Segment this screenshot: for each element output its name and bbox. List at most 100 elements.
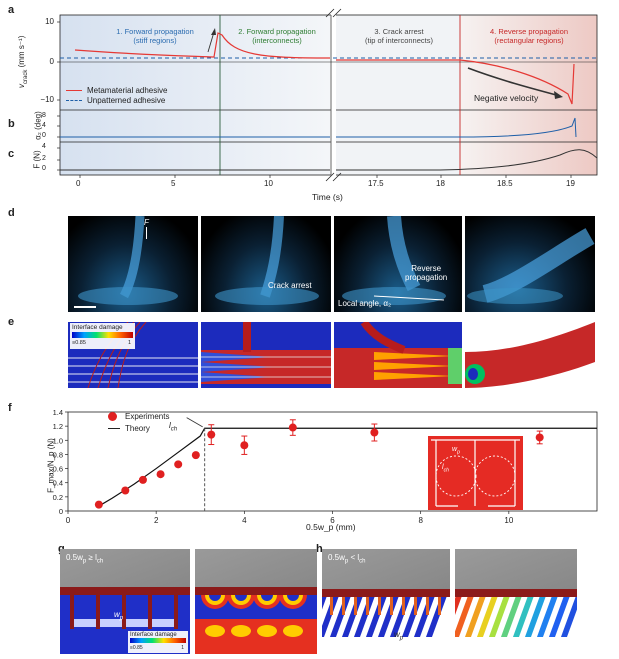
sim-h-2 (455, 549, 577, 654)
xtick-10: 10 (264, 179, 273, 188)
sim-g-1: 0.5wp ≥ lch wp Interface damage ≡0.85 1 (60, 549, 190, 654)
panel-f-chart: 0 2 4 6 8 10 0 0.2 0.4 0.6 0.8 1.0 1.2 1.4 (53, 408, 598, 525)
background-middle (336, 15, 460, 175)
colorbar-g: Interface damage ≡0.85 1 (128, 631, 188, 653)
ytick-b-8: 8 (42, 112, 46, 119)
panel-a-legend: Metamaterial adhesive Unpatterned adhesi… (66, 86, 167, 106)
experiment-point (174, 460, 183, 469)
panel-label-b: b (8, 118, 15, 130)
time-axis-label: Time (s) (312, 192, 343, 202)
region-1-label: 1. Forward propagation (stiff regions) (95, 27, 215, 45)
experiment-point (240, 441, 249, 450)
ytick-b-0: 0 (42, 132, 46, 139)
metamaterial-curve-forward (74, 32, 331, 59)
wp-h-main: w (394, 630, 400, 639)
xtick-label: 6 (330, 516, 335, 525)
region-1-num: 1. (116, 27, 123, 36)
cond-g-mid: ≥ l (86, 553, 97, 562)
panel-label-f: f (8, 402, 12, 414)
xtick-label: 2 (154, 516, 159, 525)
ytick-label: 1.2 (53, 422, 63, 431)
ylabel-unit: (mm s⁻¹) (17, 35, 27, 68)
ytick-label: 0.2 (53, 493, 63, 502)
inset-wp-sub: p (457, 449, 460, 456)
sim-g-2 (195, 549, 317, 654)
panel-label-a: a (8, 4, 15, 16)
lch-l: l (169, 421, 171, 430)
ytick-label: 0 (59, 507, 63, 516)
inset-geometry: wp lch (428, 436, 523, 510)
legend-theory: Theory (108, 423, 169, 435)
lch-label: lch (169, 421, 177, 433)
lch-pointer (186, 417, 203, 428)
metamaterial-curve-reverse (336, 59, 575, 105)
xtick-18: 18 (436, 179, 445, 188)
wp-g: wp (114, 610, 123, 622)
crack-arrest-label: Crack arrest (268, 281, 312, 290)
sim-h-1: 0.5wp < lch w p (322, 549, 450, 654)
experiment-point (207, 430, 216, 439)
legend-theory-label: Theory (125, 424, 150, 433)
xtick-label: 0 (66, 516, 71, 525)
ylabel-v: v (17, 83, 27, 88)
ytick-a-10: 10 (45, 17, 54, 26)
reverse-propagation-label: Reverse propagation (405, 264, 447, 282)
panel-c-ylabel: F (N) (32, 150, 42, 169)
inset-wp: wp (452, 446, 460, 455)
panel-a-ylabel: vcrack (mm s⁻¹) (17, 27, 29, 97)
experiment-point (288, 423, 297, 432)
xtick-0: 0 (76, 179, 81, 188)
region-3-label: 3. Crack arrest (tip of interconnects) (340, 27, 458, 45)
region-3-num: 3. (374, 27, 381, 36)
wp-g-main: w (114, 610, 120, 619)
region-2-label: 2. Forward propagation (interconnects) (222, 27, 332, 45)
cond-g-sub1: p (82, 558, 87, 565)
ytick-a-neg10: −10 (40, 95, 54, 104)
panel-label-h: h (316, 543, 323, 555)
cond-g-sub2: ch (96, 558, 104, 565)
cbar-e-title: Interface damage (72, 324, 123, 331)
ytick-label: 0.6 (53, 465, 63, 474)
angle-trace (336, 117, 577, 138)
lch-sub: ch (170, 426, 178, 433)
region-4-num: 4. (490, 27, 497, 36)
region-3-title: Crack arrest (382, 27, 424, 36)
legend-meta-label: Metamaterial adhesive (87, 86, 168, 95)
ytick-c-0: 0 (42, 165, 46, 172)
region-2-sub: (interconnects) (252, 36, 302, 45)
cond-h-sub1: p (344, 558, 349, 565)
cond-g-main: 0.5w (66, 553, 83, 562)
xtick-label: 10 (504, 516, 513, 525)
xtick-19: 19 (566, 179, 575, 188)
region-3-sub: (tip of interconnects) (365, 36, 433, 45)
photo-d-3 (334, 216, 462, 312)
region-1-title: Forward propagation (124, 27, 194, 36)
cond-h: 0.5wp < lch (328, 553, 366, 565)
cbar-g-title: Interface damage (130, 632, 177, 638)
negative-velocity-arrow (467, 67, 561, 97)
xtick-label: 8 (418, 516, 423, 525)
experiment-point (138, 475, 147, 484)
region-1-sub: (stiff regions) (133, 36, 177, 45)
region-4-label: 4. Reverse propagation (rectangular regio… (462, 27, 596, 45)
force-label: F (144, 218, 149, 227)
panel-label-e: e (8, 316, 15, 328)
experiment-point (535, 433, 544, 442)
cond-h-mid: < l (348, 553, 360, 562)
force-trace (336, 149, 598, 171)
theory-line (98, 427, 597, 507)
region-2-title: Forward propagation (246, 27, 316, 36)
panel-label-c: c (8, 148, 15, 160)
inset-wp-main: w (452, 446, 458, 453)
ytick-label: 1.0 (53, 436, 63, 445)
experiment-point (191, 451, 200, 460)
colorbar-e: Interface damage ≡0.85 1 (70, 323, 135, 349)
reverse-line1: Reverse (411, 264, 442, 273)
legend-unpat: Unpatterned adhesive (66, 96, 167, 106)
cbar-g-max: 1 (181, 645, 184, 651)
photo-d-2 (201, 216, 331, 312)
ytick-c-4: 4 (42, 143, 46, 150)
region-4-sub: (rectangular regions) (494, 36, 564, 45)
force-arrow (146, 227, 147, 239)
cond-g: 0.5wp ≥ lch (66, 553, 103, 565)
